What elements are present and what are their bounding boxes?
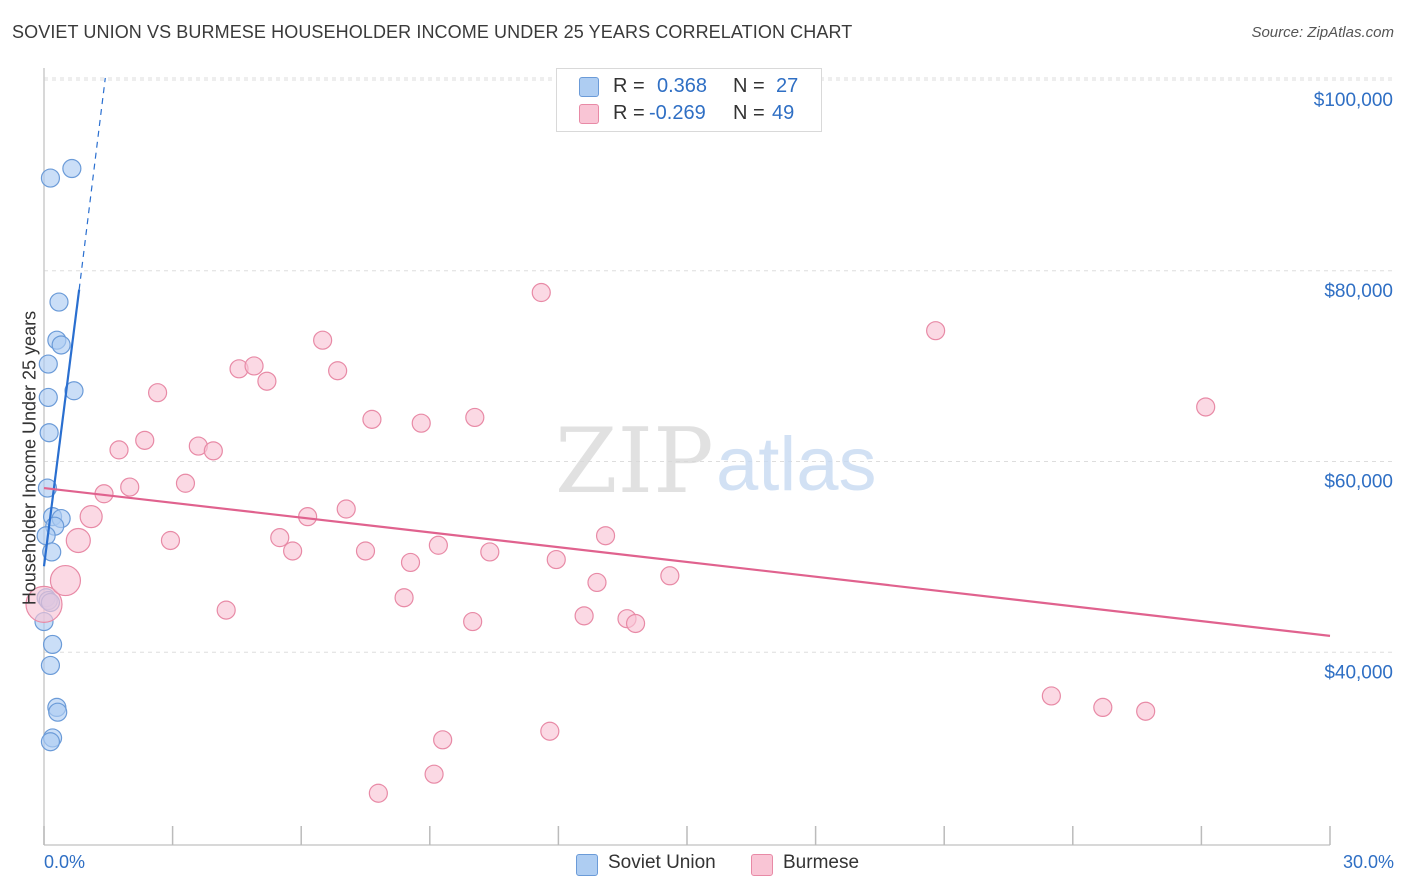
data-point-soviet-union (62, 158, 82, 179)
data-point-burmese (1136, 701, 1156, 721)
data-point-burmese (480, 542, 500, 562)
data-point-soviet-union (48, 702, 68, 722)
data-point-burmese (531, 282, 551, 303)
trend-line-soviet-union (42, 289, 81, 567)
data-point-burmese (160, 530, 181, 551)
y-axis-label: Householder Income Under 25 years (19, 310, 40, 606)
data-point-burmese (270, 528, 290, 548)
trend-line-burmese (43, 486, 1331, 637)
data-point-burmese (465, 407, 485, 428)
data-point-burmese (926, 321, 946, 341)
data-point-burmese (433, 730, 453, 750)
n-label: N = (733, 75, 765, 97)
data-point-soviet-union (38, 387, 58, 408)
data-point-burmese (283, 541, 303, 561)
data-point-burmese (313, 330, 333, 350)
r-label: R = (613, 75, 645, 97)
data-point-burmese (574, 606, 594, 626)
data-point-burmese (595, 526, 616, 546)
data-point-burmese (328, 361, 348, 381)
data-point-soviet-union (38, 354, 58, 374)
watermark-atlas: atlas (716, 422, 877, 507)
data-point-burmese (135, 430, 155, 450)
data-point-burmese (400, 552, 421, 573)
data-point-burmese (428, 535, 448, 555)
data-point-soviet-union (40, 168, 61, 188)
data-point-burmese (216, 600, 236, 620)
data-point-burmese (1196, 397, 1216, 417)
data-point-soviet-union (49, 292, 69, 312)
data-point-soviet-union (39, 423, 59, 443)
legend-label: Burmese (783, 852, 860, 873)
n-value: 27 (776, 75, 799, 97)
data-point-burmese (587, 572, 607, 593)
data-point-burmese (660, 566, 680, 586)
legend-swatch-blue (576, 854, 598, 876)
data-point-burmese (463, 611, 483, 632)
y-tick-label: $40,000 (1324, 662, 1393, 683)
watermark-zip: ZIP (555, 409, 714, 514)
data-point-burmese (625, 613, 646, 634)
y-tick-label: $80,000 (1324, 281, 1393, 302)
y-tick-label: $100,000 (1314, 90, 1393, 111)
legend-label: Soviet Union (608, 852, 716, 873)
correlation-legend: R = 0.368 N = 27 R = -0.269 N = 49 (556, 68, 822, 132)
chart-title: SOVIET UNION VS BURMESE HOUSEHOLDER INCO… (12, 22, 853, 42)
trend-line-extension-soviet-union (78, 77, 106, 290)
chart-source: Source: ZipAtlas.com (1251, 24, 1394, 41)
x-tick-label-max: 30.0% (1342, 852, 1394, 872)
x-tick-label-min: 0.0% (44, 852, 86, 872)
data-point-soviet-union (64, 381, 84, 401)
r-value: -0.269 (649, 102, 706, 124)
data-point-soviet-union (42, 634, 63, 655)
data-point-burmese (394, 588, 414, 608)
data-point-burmese (336, 499, 356, 519)
data-point-burmese (49, 564, 82, 597)
data-point-burmese (546, 549, 566, 570)
legend-swatch-blue (579, 77, 599, 97)
data-point-burmese (411, 413, 431, 433)
legend-swatch-pink (751, 854, 773, 876)
data-point-burmese (147, 383, 168, 403)
data-point-burmese (120, 477, 140, 497)
data-point-burmese (109, 440, 129, 460)
data-point-burmese (65, 527, 91, 554)
data-point-burmese (244, 356, 264, 376)
data-point-burmese (424, 764, 444, 784)
data-point-burmese (362, 409, 382, 429)
r-value: 0.368 (657, 75, 708, 97)
data-point-soviet-union (40, 655, 61, 676)
data-point-soviet-union (51, 335, 71, 355)
legend-swatch-pink (579, 104, 599, 124)
n-label: N = (733, 102, 765, 124)
data-point-burmese (368, 783, 388, 803)
data-point-burmese (540, 721, 560, 741)
data-point-burmese (25, 585, 63, 623)
n-value: 49 (772, 102, 795, 124)
data-point-burmese (355, 541, 376, 561)
data-point-burmese (203, 441, 223, 461)
data-point-burmese (257, 371, 277, 391)
data-point-burmese (1041, 686, 1061, 706)
data-point-burmese (79, 505, 103, 529)
data-point-burmese (175, 473, 196, 493)
y-tick-label: $60,000 (1324, 472, 1393, 493)
data-point-burmese (1093, 697, 1113, 718)
data-point-soviet-union (40, 732, 61, 752)
r-label: R = (613, 102, 645, 124)
